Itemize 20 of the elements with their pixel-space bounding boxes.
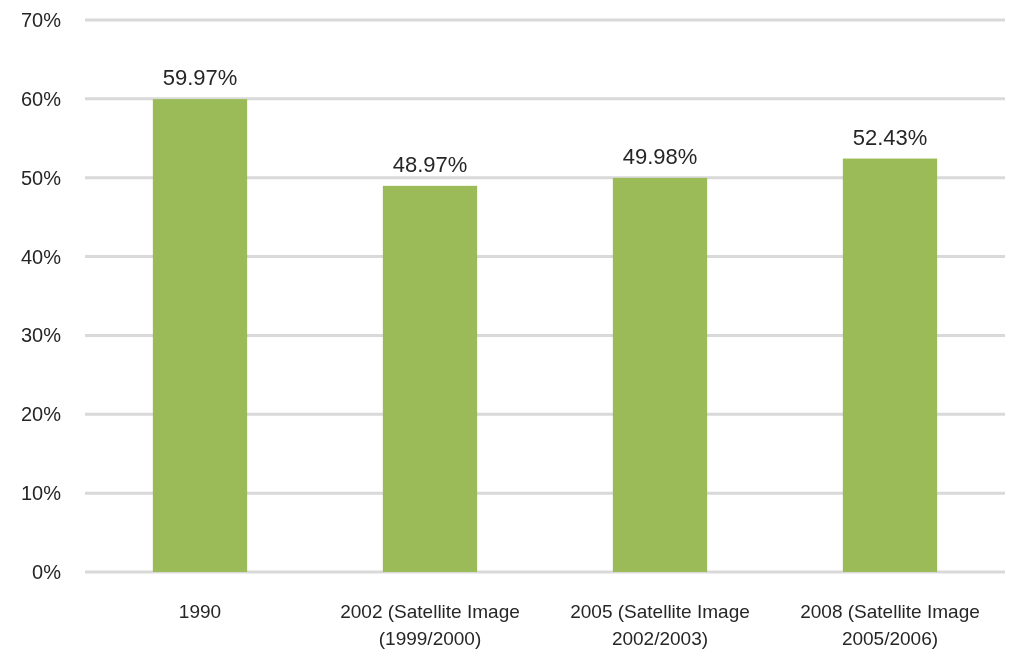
bar (842, 158, 938, 572)
y-tick-label: 40% (20, 245, 62, 268)
y-tick-label: 50% (20, 166, 62, 189)
y-tick-label: 60% (20, 87, 62, 110)
bar (612, 177, 708, 572)
y-tick-label: 0% (32, 561, 62, 583)
x-tick-label: 2005 (Satellite Image 2002/2003) (570, 601, 750, 649)
data-label: 59.97% (162, 65, 238, 91)
x-tick-label: 2002 (Satellite Image (1999/2000) (340, 601, 520, 649)
data-label: 49.98% (622, 143, 698, 169)
x-tick-label: 2008 (Satellite Image 2005/2006) (800, 601, 980, 649)
y-tick-label: 30% (20, 324, 62, 347)
y-tick-label: 70% (20, 9, 62, 31)
data-label: 48.97% (392, 151, 468, 177)
bar (152, 99, 248, 572)
bar (382, 185, 478, 572)
y-tick-label: 20% (20, 403, 62, 426)
y-tick-label: 10% (20, 482, 62, 505)
data-label: 52.43% (852, 124, 928, 150)
x-tick-label: 1990 (178, 601, 222, 622)
